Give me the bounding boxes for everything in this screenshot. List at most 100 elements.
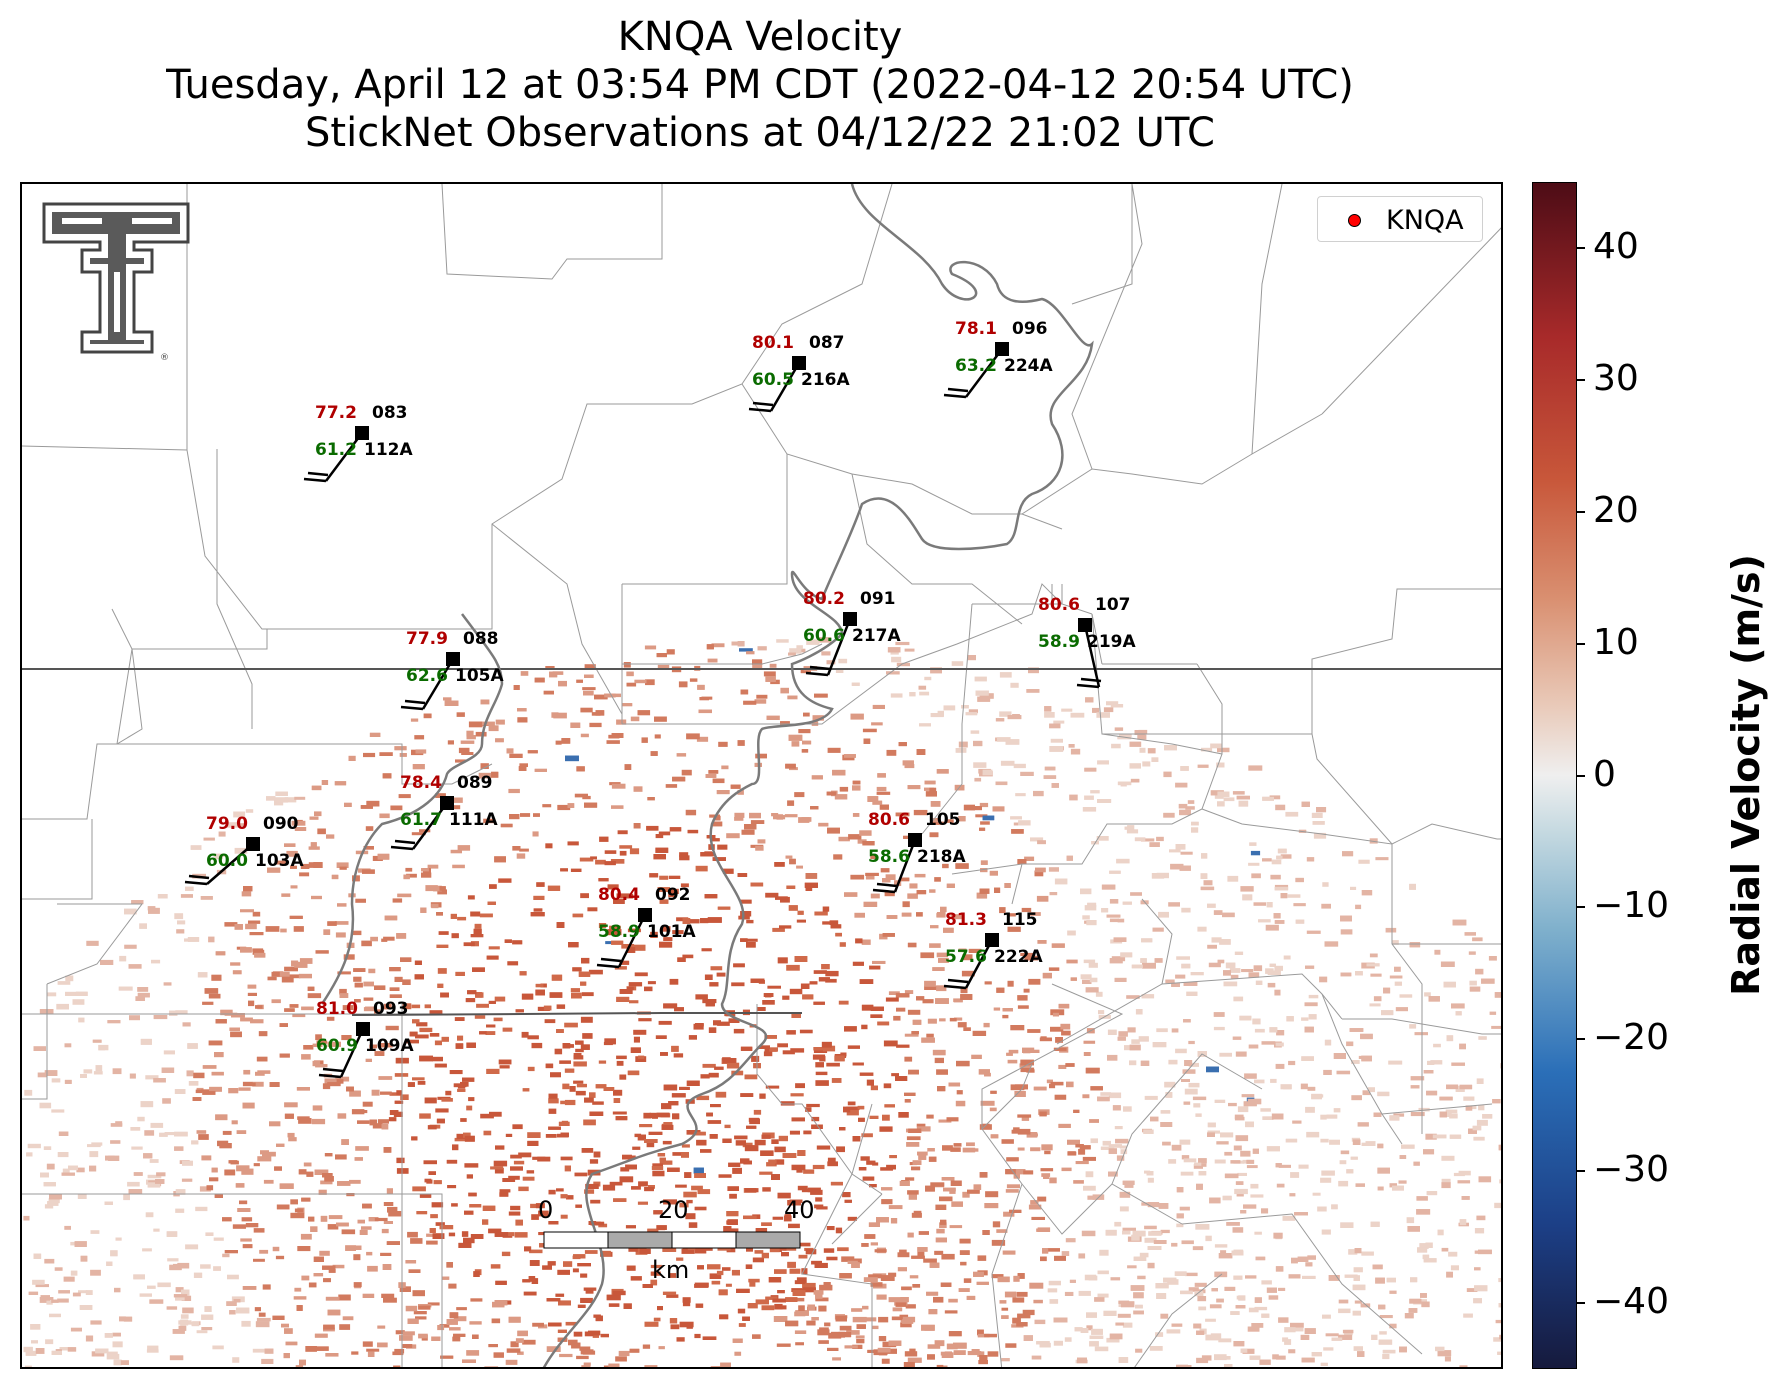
wind-barb-flag — [809, 665, 831, 671]
station-dewpoint: 58.6 — [868, 847, 910, 867]
station-dewpoint: 61.2 — [315, 440, 357, 460]
station-temperature: 80.4 — [598, 885, 640, 905]
county-line — [22, 184, 893, 630]
station-dewpoint: 57.6 — [945, 947, 987, 967]
station-id: 083 — [372, 403, 408, 423]
station-temperature: 78.4 — [400, 773, 442, 793]
wind-barb-flag — [400, 705, 424, 711]
colorbar-tick — [1577, 1302, 1585, 1305]
station-tag: 222A — [994, 947, 1043, 967]
county-line — [621, 643, 823, 724]
county-line — [1201, 808, 1423, 1134]
county-line — [1011, 753, 1223, 905]
wind-barb-flag — [307, 471, 329, 477]
wind-barb-staff — [411, 802, 449, 850]
county-line — [491, 523, 623, 724]
station-tag: 224A — [1004, 356, 1053, 376]
county-line — [981, 1063, 1033, 1130]
county-line — [1021, 413, 1323, 515]
colorbar-tick — [1577, 774, 1585, 777]
station-tag: 109A — [365, 1036, 414, 1056]
county-line — [441, 184, 663, 280]
colorbar-tick-label: 10 — [1593, 621, 1639, 663]
station-dewpoint: 58.9 — [598, 922, 640, 942]
wind-barb-staff — [826, 618, 852, 676]
county-line — [741, 383, 1063, 530]
station-dewpoint: 60.0 — [206, 851, 248, 871]
colorbar-tick — [1577, 510, 1585, 513]
scale-label-40: 40 — [784, 1196, 815, 1224]
station-id: 093 — [373, 999, 409, 1019]
wind-barb-flag — [805, 671, 829, 677]
station-id: 107 — [1095, 595, 1131, 615]
wind-barb-staff — [893, 839, 917, 893]
county-line — [116, 629, 268, 745]
wind-barb-flag — [394, 839, 416, 845]
station-dewpoint: 62.6 — [406, 666, 448, 686]
radar-velocity-echoes — [23, 637, 1501, 1367]
scale-label-20: 20 — [658, 1196, 689, 1224]
station-markers — [184, 342, 1102, 1079]
county-line — [991, 1183, 1023, 1367]
colorbar-tick-label: 20 — [1593, 489, 1639, 531]
station-id: 087 — [809, 333, 845, 353]
station-temperature: 79.0 — [206, 814, 248, 834]
station-tag: 219A — [1087, 632, 1136, 652]
wind-barb-flag — [947, 387, 969, 393]
station-tag: 105A — [455, 666, 504, 686]
station-dewpoint: 63.2 — [955, 356, 997, 376]
mississippi-river — [542, 184, 1094, 1367]
radar-map[interactable]: ® KNQA 77.2 083 61.2 112A 80.1 087 60.5 216A 78.… — [20, 182, 1503, 1369]
county-line — [1071, 184, 1143, 470]
map-canvas — [22, 184, 1501, 1367]
colorbar-tick-label: 40 — [1593, 225, 1639, 267]
county-line — [1056, 973, 1343, 1045]
county-line — [1091, 613, 1103, 665]
wind-barb-flag — [943, 984, 967, 990]
station-temperature: 81.3 — [945, 910, 987, 930]
wind-barb-flag — [752, 401, 774, 407]
title-line-1: KNQA Velocity — [617, 14, 903, 60]
colorbar-tick-label: 30 — [1593, 357, 1639, 399]
logo-registered-mark: ® — [160, 353, 169, 363]
county-line — [1181, 1213, 1423, 1355]
county-line — [1134, 1273, 1223, 1367]
county-line — [972, 584, 1053, 605]
colorbar — [1532, 182, 1577, 1369]
wind-barb-staff — [339, 1028, 365, 1078]
wind-barb-staff — [1083, 624, 1101, 688]
wind-barb-staff — [964, 939, 994, 989]
map-legend: KNQA — [1317, 196, 1483, 242]
county-line — [22, 819, 93, 900]
wind-barb-staff — [965, 348, 1003, 398]
wind-barb-flag — [872, 888, 896, 894]
county-line — [1091, 588, 1501, 735]
wind-barb-staff — [421, 658, 455, 710]
county-line — [981, 1128, 1183, 1235]
colorbar-tick-label: −30 — [1593, 1149, 1669, 1191]
county-line — [1101, 663, 1223, 755]
wind-barb-flag — [600, 957, 622, 963]
station-dewpoint: 58.9 — [1038, 632, 1080, 652]
station-tag: 216A — [801, 370, 850, 390]
wind-barb-flag — [876, 882, 898, 888]
texas-tech-double-t-logo: ® — [42, 202, 190, 363]
station-id: 092 — [655, 885, 691, 905]
colorbar-tick-label: −10 — [1593, 885, 1669, 927]
wind-barb-flag — [1080, 677, 1102, 683]
station-dewpoint: 60.5 — [752, 370, 794, 390]
radar-site-marker-icon — [1348, 214, 1361, 227]
station-tag: 218A — [917, 847, 966, 867]
station-id: 105 — [925, 810, 961, 830]
wind-barb-staff — [769, 362, 801, 412]
county-line — [1342, 1018, 1501, 1035]
county-line — [1321, 227, 1501, 415]
wind-barb-staff — [206, 843, 254, 885]
station-dewpoint: 60.6 — [803, 626, 845, 646]
county-line — [756, 1004, 873, 1367]
western-river — [320, 613, 504, 1005]
county-line — [622, 454, 788, 585]
wind-barb-flag — [404, 699, 426, 705]
station-temperature: 80.6 — [1038, 595, 1080, 615]
station-id: 089 — [457, 773, 493, 793]
